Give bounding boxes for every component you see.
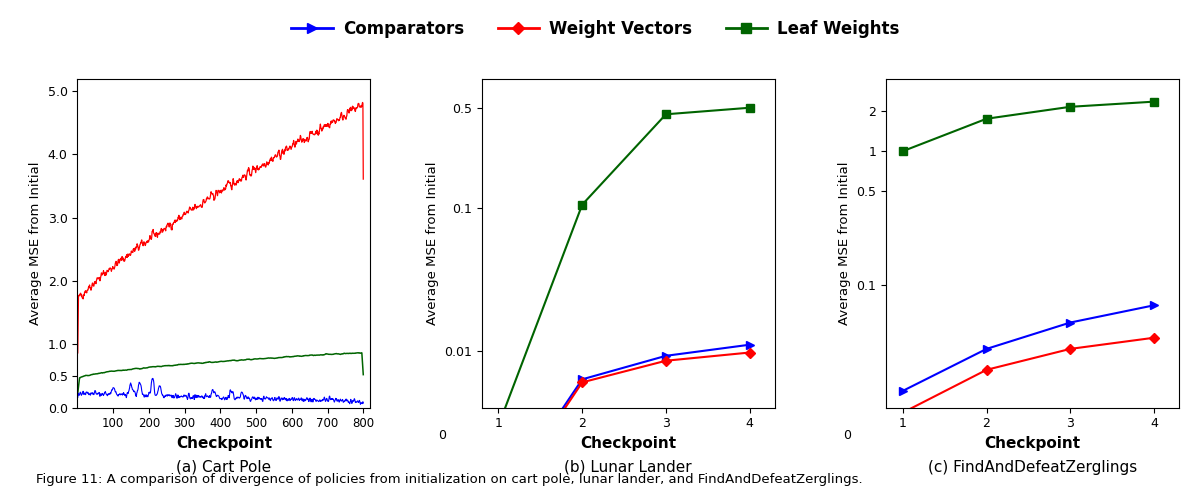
Text: Figure 11: A comparison of divergence of policies from initialization on cart po: Figure 11: A comparison of divergence of… xyxy=(36,473,862,486)
Legend: Comparators, Weight Vectors, Leaf Weights: Comparators, Weight Vectors, Leaf Weight… xyxy=(285,13,906,45)
Text: 0: 0 xyxy=(438,429,447,442)
Y-axis label: Average MSE from Initial: Average MSE from Initial xyxy=(837,162,850,325)
Text: 0: 0 xyxy=(843,429,850,442)
Title: (c) FindAndDefeatZerglings: (c) FindAndDefeatZerglings xyxy=(928,460,1137,475)
Y-axis label: Average MSE from Initial: Average MSE from Initial xyxy=(425,162,438,325)
X-axis label: Checkpoint: Checkpoint xyxy=(580,436,676,451)
Title: (a) Cart Pole: (a) Cart Pole xyxy=(176,460,272,475)
X-axis label: Checkpoint: Checkpoint xyxy=(176,436,272,451)
X-axis label: Checkpoint: Checkpoint xyxy=(985,436,1080,451)
Y-axis label: Average MSE from Initial: Average MSE from Initial xyxy=(29,162,42,325)
Title: (b) Lunar Lander: (b) Lunar Lander xyxy=(565,460,692,475)
